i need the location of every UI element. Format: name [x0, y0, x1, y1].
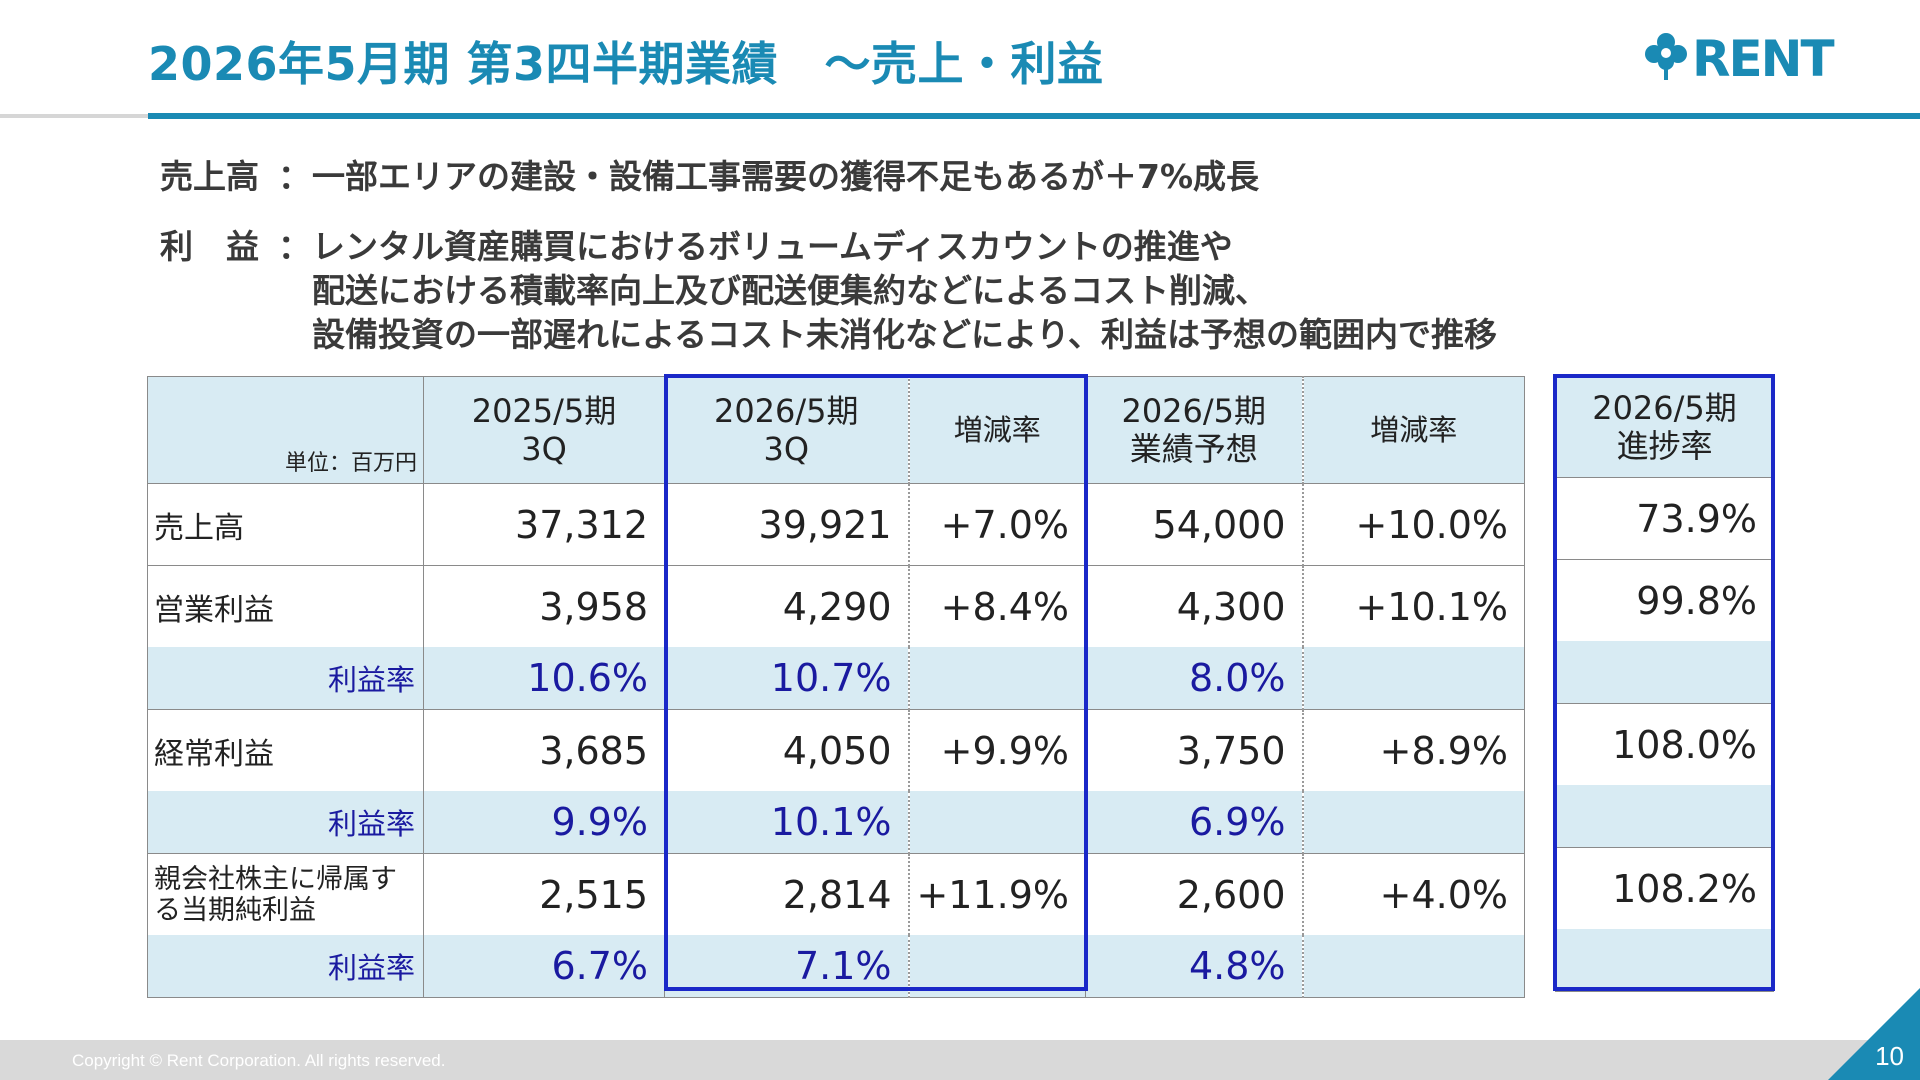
header-fy26-q3: 2026/5期 3Q: [664, 376, 909, 484]
cell-fy26: 39,921: [664, 483, 909, 566]
separator: ：: [278, 157, 311, 196]
cell-margin-plan: 6.9%: [1085, 791, 1303, 854]
highlight-progress: [1553, 374, 1775, 991]
profit-label: 利 益: [160, 227, 259, 266]
table-row-net-income: 親会社株主に帰属する当期純利益 2,515 2,814 +11.9% 2,600…: [147, 853, 1525, 935]
svg-text:RENT: RENT: [1692, 30, 1835, 86]
cell-change: +7.0%: [907, 483, 1086, 566]
cell-plan-change: +8.9%: [1301, 709, 1525, 791]
header-change-rate: 増減率: [907, 376, 1086, 484]
separator: ：: [278, 227, 311, 266]
header-fy25-q3: 2025/5期 3Q: [423, 376, 665, 484]
table-row-margin: 利益率 9.9% 10.1% 6.9%: [147, 791, 1525, 854]
header-plan-change-rate: 増減率: [1301, 376, 1525, 484]
margin-label: 利益率: [147, 791, 424, 854]
header-progress: 2026/5期 進捗率: [1555, 376, 1774, 478]
empty-cell: [1555, 929, 1774, 992]
table-row-margin: 利益率 6.7% 7.1% 4.8%: [147, 935, 1525, 998]
empty-cell: [907, 791, 1086, 854]
slide-title: 2026年5月期 第3四半期業績 ～売上・利益: [148, 37, 1104, 91]
cell-margin-plan: 4.8%: [1085, 935, 1303, 998]
cell-change: +9.9%: [907, 709, 1086, 791]
profit-summary-line-1: レンタル資産購買におけるボリュームディスカウントの推進や: [312, 227, 1233, 266]
cell-plan: 2,600: [1085, 853, 1303, 935]
table-row-ordinary-profit: 経常利益 3,685 4,050 +9.9% 3,750 +8.9%: [147, 709, 1525, 791]
empty-cell: [1301, 791, 1525, 854]
row-label: 売上高: [147, 483, 424, 566]
results-table: 単位：百万円 2025/5期 3Q 2026/5期 3Q 増減率 2026/5期 業績…: [147, 376, 1525, 998]
empty-cell: [1301, 647, 1525, 710]
table-row-margin: 利益率 10.6% 10.7% 8.0%: [147, 647, 1525, 710]
empty-cell: [1301, 935, 1525, 998]
cell-progress: 73.9%: [1555, 477, 1774, 560]
table-header-row: 単位：百万円 2025/5期 3Q 2026/5期 3Q 増減率 2026/5期 業績…: [147, 376, 1525, 484]
row-label: 親会社株主に帰属する当期純利益: [147, 853, 424, 935]
cell-plan: 54,000: [1085, 483, 1303, 566]
progress-table: 2026/5期 進捗率 73.9% 99.8% 108.0% 108.2%: [1555, 376, 1774, 992]
cell-plan: 3,750: [1085, 709, 1303, 791]
cell-fy26: 2,814: [664, 853, 909, 935]
cell-margin-fy26: 10.7%: [664, 647, 909, 710]
cell-plan: 4,300: [1085, 565, 1303, 647]
empty-cell: [1555, 641, 1774, 704]
header-fy26-plan: 2026/5期 業績予想: [1085, 376, 1303, 484]
cell-fy25: 37,312: [423, 483, 665, 566]
cell-plan-change: +4.0%: [1301, 853, 1525, 935]
cell-plan-change: +10.1%: [1301, 565, 1525, 647]
cell-progress: 108.2%: [1555, 847, 1774, 929]
cell-margin-fy26: 10.1%: [664, 791, 909, 854]
title-accent-bar: [148, 113, 1920, 119]
row-label: 営業利益: [147, 565, 424, 647]
cell-progress: 99.8%: [1555, 559, 1774, 641]
unit-label: 単位：百万円: [147, 376, 424, 484]
sales-label: 売上高: [160, 157, 259, 196]
cell-fy26: 4,050: [664, 709, 909, 791]
clover-icon: [1645, 33, 1687, 80]
table-row-operating-profit: 営業利益 3,958 4,290 +8.4% 4,300 +10.1%: [147, 565, 1525, 647]
footer-bar: [0, 1040, 1920, 1080]
cell-margin-fy25: 10.6%: [423, 647, 665, 710]
profit-summary-line-2: 配送における積載率向上及び配送便集約などによるコスト削減、: [312, 271, 1269, 310]
margin-label: 利益率: [147, 935, 424, 998]
cell-plan-change: +10.0%: [1301, 483, 1525, 566]
rent-logo: RENT: [1642, 26, 1862, 88]
table-row-sales: 売上高 37,312 39,921 +7.0% 54,000 +10.0%: [147, 483, 1525, 566]
cell-fy25: 3,685: [423, 709, 665, 791]
cell-progress: 108.0%: [1555, 703, 1774, 785]
cell-margin-fy25: 9.9%: [423, 791, 665, 854]
sales-summary: 一部エリアの建設・設備工事需要の獲得不足もあるが＋7%成長: [312, 157, 1260, 196]
profit-summary-line-3: 設備投資の一部遅れによるコスト未消化などにより、利益は予想の範囲内で推移: [312, 315, 1498, 354]
cell-fy26: 4,290: [664, 565, 909, 647]
empty-cell: [907, 647, 1086, 710]
cell-margin-fy25: 6.7%: [423, 935, 665, 998]
highlight-fy26-q3: [664, 374, 1088, 991]
cell-margin-plan: 8.0%: [1085, 647, 1303, 710]
row-label: 経常利益: [147, 709, 424, 791]
page-corner: [1828, 988, 1920, 1080]
page-number: 10: [1875, 1041, 1904, 1071]
cell-fy25: 2,515: [423, 853, 665, 935]
cell-change: +8.4%: [907, 565, 1086, 647]
cell-change: +11.9%: [907, 853, 1086, 935]
copyright: Copyright © Rent Corporation. All rights…: [72, 1051, 446, 1070]
cell-fy25: 3,958: [423, 565, 665, 647]
margin-label: 利益率: [147, 647, 424, 710]
